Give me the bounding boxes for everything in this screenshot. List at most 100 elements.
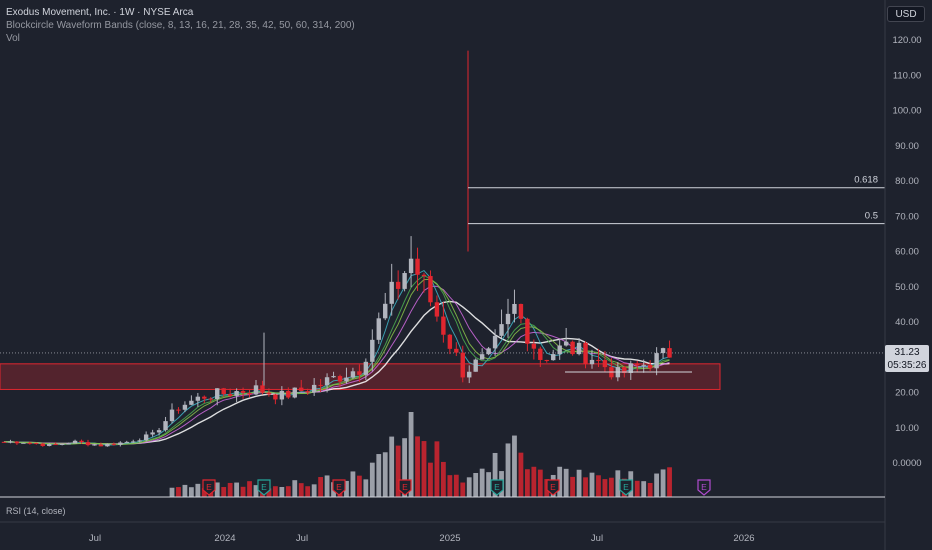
candle-body [570,341,575,355]
volume-bar [479,468,485,497]
candle-body [486,348,491,355]
candle-body [350,371,356,378]
candle-body [415,258,420,275]
candle-body [143,434,149,441]
volume-bar [563,468,569,497]
volume-bar [557,466,563,497]
price-axis-label: 20.00 [895,388,919,399]
time-axis-label: 2025 [439,533,460,544]
candle-body [66,443,71,445]
price-axis-label: 110.00 [893,70,921,81]
volume-bar [182,484,188,497]
earnings-marker-icon [490,479,504,496]
volume-bar [311,484,317,497]
volume-bar [369,462,375,497]
candle-body [589,359,595,365]
candle-body [447,334,453,349]
time-axis-label: Jul [296,533,308,544]
volume-bar [537,469,543,497]
candle-body [363,361,369,375]
volume-bar [376,454,382,497]
candle-body [479,354,485,360]
candle-body [124,441,129,443]
candle-body [118,442,123,445]
volume-bar [512,435,517,497]
currency-button[interactable]: USD [887,6,925,22]
volume-bar [344,480,349,497]
candle-body [583,342,588,365]
candle-body [596,359,601,361]
volume-bar [247,481,252,497]
candle-body [195,396,201,401]
volume-bar [583,477,588,497]
price-axis-label: 90.00 [895,141,919,152]
fib-levels[interactable]: 0.618 0.5 [468,175,885,373]
volume-bar [402,438,408,497]
candle-body [460,352,465,378]
candle-body [208,398,213,400]
candle-body [98,444,104,447]
candle-body [150,432,155,435]
candle-body [176,409,181,411]
candle-body [234,391,239,396]
candle-body [266,392,272,395]
candle-body [40,443,45,446]
candle-body [311,384,317,393]
volume-bar [453,474,459,497]
volume-bar [447,475,453,497]
volume-bars [169,412,672,497]
volume-bar [292,480,298,497]
candle-body [402,273,407,289]
volume-bar [518,452,524,497]
candle-body [111,443,117,445]
volume-bar [382,452,388,497]
volume-title[interactable]: Vol [6,33,20,44]
volume-bar [176,487,181,497]
rsi-legend[interactable]: RSI (14, close) [6,506,66,516]
indicator-title[interactable]: Blockcircle Waveform Bands (close, 8, 13… [6,20,355,31]
volume-bar [395,445,401,497]
volume-bar [240,486,246,497]
earnings-marker-label: E [623,482,629,492]
volume-bar [279,486,285,497]
candle-body [408,258,414,274]
price-axis-label: 100.00 [892,106,921,117]
volume-bar [221,487,227,497]
candle-body [182,404,188,410]
volume-bar [654,473,660,497]
volume-bar [505,443,511,497]
candle-body [59,443,65,445]
volume-bar [570,476,576,497]
last-price: 31.23 [894,347,920,358]
volume-bar [440,461,446,497]
earnings-marker-label: E [336,482,342,492]
volume-bar [253,485,259,497]
volume-bar [608,477,614,497]
symbol-title[interactable]: Exodus Movement, Inc. · 1W · NYSE Arca [6,7,194,18]
candle-body [273,394,278,400]
volume-bar [647,482,653,497]
candle-body [557,345,562,355]
last-price-tag: 31.23 05:35:26 [885,345,929,372]
candle-body [660,348,666,354]
candle-body [279,390,285,400]
volume-bar [466,477,472,497]
time-axis-label: Jul [89,533,101,544]
volume-bar [576,469,582,497]
candle-body [441,316,446,335]
price-axis-label: 70.00 [895,211,919,222]
earnings-marker-label: E [701,482,707,492]
candle-body [505,313,511,325]
earnings-marker-icon [202,479,216,496]
candle-body [1,441,7,443]
candle-body [305,391,310,393]
candle-body [131,441,136,443]
candle-body [622,367,627,373]
volume-bar [486,472,492,497]
candle-body [92,444,97,446]
volume-bar [524,469,530,497]
candle-body [395,281,401,289]
candle-body [292,387,297,398]
